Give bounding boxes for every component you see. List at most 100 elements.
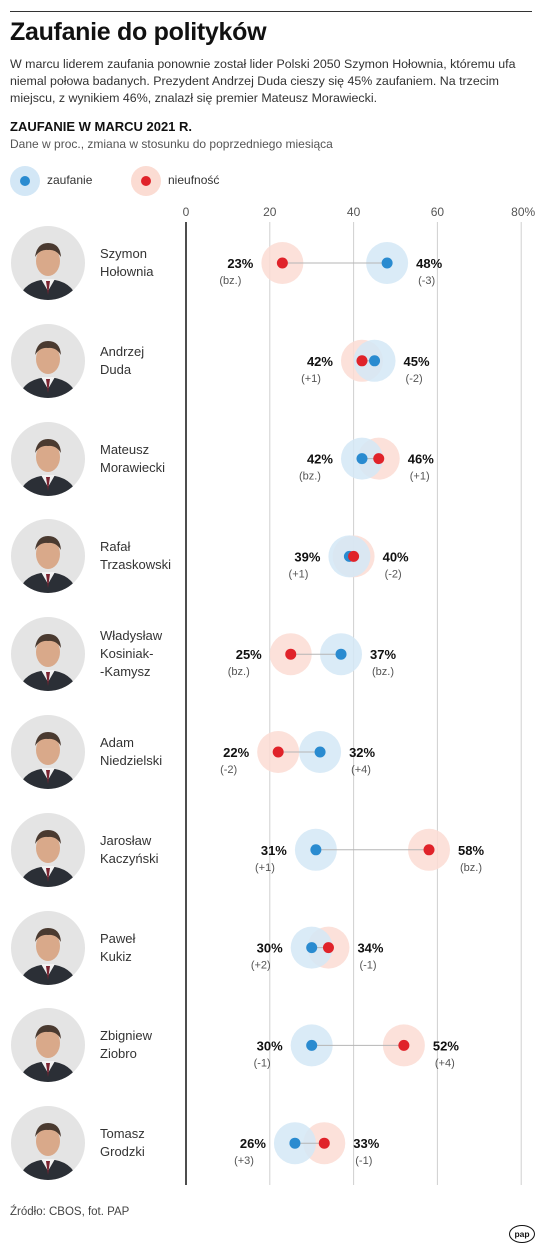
trust-value-label: 39% bbox=[294, 549, 320, 564]
x-tick-label: 60 bbox=[431, 205, 445, 219]
politician-name: Andrzej Duda bbox=[100, 343, 144, 379]
distrust-change-label: (bz.) bbox=[219, 275, 241, 287]
legend-trust-label: zaufanie bbox=[47, 173, 93, 187]
distrust-value-label: 25% bbox=[236, 647, 262, 662]
politician-name: Tomasz Grodzki bbox=[100, 1125, 145, 1161]
trust-value-label: 45% bbox=[404, 354, 430, 369]
distrust-change-label: (+4) bbox=[435, 1057, 455, 1069]
trust-value-label: 30% bbox=[257, 1038, 283, 1053]
portrait-niedzielski bbox=[10, 714, 86, 790]
trust-dot bbox=[306, 942, 318, 954]
chart-note: Dane w proc., zmiana w stosunku do poprz… bbox=[10, 137, 333, 151]
politician-name-line: -Kamysz bbox=[100, 664, 151, 680]
chart-description: W marcu liderem zaufania ponownie został… bbox=[10, 57, 516, 105]
x-tick-label: 80% bbox=[511, 205, 535, 219]
portrait-kosiniak-kamysz bbox=[10, 616, 86, 692]
distrust-value-label: 46% bbox=[408, 452, 434, 467]
politician-name-line: Andrzej bbox=[100, 343, 145, 359]
politician-name-line: Paweł bbox=[100, 930, 136, 946]
politician-name-line: Ziobro bbox=[100, 1046, 137, 1062]
portrait-grodzki bbox=[10, 1105, 86, 1181]
x-tick-label: 20 bbox=[263, 205, 277, 219]
trust-dot bbox=[314, 746, 326, 758]
trust-change-label: (-3) bbox=[418, 275, 435, 287]
portrait-holownia bbox=[10, 225, 86, 301]
trust-dot bbox=[310, 844, 322, 856]
politician-name-line: Kaczyński bbox=[100, 850, 159, 866]
chart-title: Zaufanie do polityków bbox=[10, 18, 267, 46]
politician-name-line: Adam bbox=[100, 735, 134, 750]
distrust-dot bbox=[318, 1137, 330, 1149]
politician-name-line: Kosiniak- bbox=[100, 646, 154, 662]
distrust-value-label: 42% bbox=[307, 354, 333, 369]
distrust-change-label: (-2) bbox=[385, 568, 402, 580]
trust-value-label: 42% bbox=[307, 452, 333, 467]
distrust-dot bbox=[356, 355, 368, 367]
trust-change-label: (+4) bbox=[351, 764, 371, 776]
distrust-dot bbox=[285, 648, 297, 660]
trust-dot bbox=[306, 1039, 318, 1051]
legend-distrust-dot bbox=[141, 176, 151, 186]
distrust-value-label: 58% bbox=[458, 843, 484, 858]
politician-name: Paweł Kukiz bbox=[100, 930, 135, 966]
politician-name-line: Duda bbox=[100, 361, 132, 377]
politician-name-line: Niedzielski bbox=[100, 753, 163, 768]
distrust-value-label: 23% bbox=[227, 256, 253, 271]
trust-value-label: 32% bbox=[349, 745, 375, 760]
trust-dot bbox=[356, 453, 368, 465]
portrait-duda bbox=[10, 323, 86, 399]
trust-value-label: 31% bbox=[261, 843, 287, 858]
trust-change-label: (+1) bbox=[255, 862, 275, 874]
politician-name: Rafał Trzaskowski bbox=[100, 538, 171, 574]
trust-dot bbox=[369, 355, 381, 367]
politician-name-line: Jarosław bbox=[100, 832, 152, 848]
portrait-kukiz bbox=[10, 910, 86, 986]
trust-dot bbox=[381, 257, 393, 269]
distrust-value-label: 34% bbox=[357, 941, 383, 956]
distrust-dot bbox=[398, 1039, 410, 1051]
politician-name-line: Kukiz bbox=[100, 948, 132, 964]
distrust-change-label: (-1) bbox=[355, 1155, 372, 1167]
portrait-kaczynski bbox=[10, 812, 86, 888]
chart-subtitle: ZAUFANIE W MARCU 2021 R. bbox=[10, 119, 193, 134]
politician-name-line: Władysław bbox=[100, 628, 163, 644]
distrust-value-label: 52% bbox=[433, 1038, 459, 1053]
politician-name-line: Tomasz bbox=[100, 1126, 145, 1142]
politician-name: Mateusz Morawiecki bbox=[100, 441, 165, 477]
distrust-change-label: (bz.) bbox=[228, 666, 250, 678]
politician-name-line: Rafał bbox=[100, 539, 131, 555]
trust-value-label: 48% bbox=[416, 256, 442, 271]
politician-name-line: Grodzki bbox=[100, 1144, 145, 1160]
distrust-dot bbox=[348, 550, 360, 562]
distrust-value-label: 40% bbox=[383, 549, 409, 564]
legend-trust-dot bbox=[20, 176, 30, 186]
trust-change-label: (bz.) bbox=[299, 471, 321, 483]
x-tick-label: 0 bbox=[183, 205, 190, 219]
portrait-morawiecki bbox=[10, 421, 86, 497]
distrust-change-label: (-1) bbox=[359, 960, 376, 972]
top-rule bbox=[10, 11, 532, 12]
politician-name: Jarosław Kaczyński bbox=[100, 832, 159, 868]
politician-name: Władysław Kosiniak- -Kamysz bbox=[100, 627, 162, 681]
trust-change-label: (+3) bbox=[234, 1155, 254, 1167]
politician-name-line: Hołownia bbox=[100, 264, 154, 279]
distrust-dot bbox=[423, 844, 435, 856]
portrait-ziobro bbox=[10, 1007, 86, 1083]
distrust-value-label: 33% bbox=[353, 1136, 379, 1151]
trust-dot bbox=[335, 648, 347, 660]
distrust-change-label: (-2) bbox=[220, 764, 237, 776]
distrust-change-label: (+1) bbox=[410, 471, 430, 483]
pap-logo: pap bbox=[509, 1225, 535, 1243]
politician-name-line: Morawiecki bbox=[100, 459, 166, 475]
trust-change-label: (bz.) bbox=[372, 666, 394, 678]
trust-change-label: (-1) bbox=[254, 1057, 271, 1069]
trust-change-label: (-2) bbox=[406, 373, 423, 385]
distrust-dot bbox=[276, 257, 288, 269]
distrust-dot bbox=[272, 746, 284, 758]
politician-name: Zbigniew Ziobro bbox=[100, 1027, 152, 1063]
distrust-change-label: (+1) bbox=[301, 373, 321, 385]
politician-name-line: Mateusz bbox=[100, 441, 150, 457]
trust-value-label: 37% bbox=[370, 647, 396, 662]
politician-name-line: Trzaskowski bbox=[100, 557, 172, 573]
